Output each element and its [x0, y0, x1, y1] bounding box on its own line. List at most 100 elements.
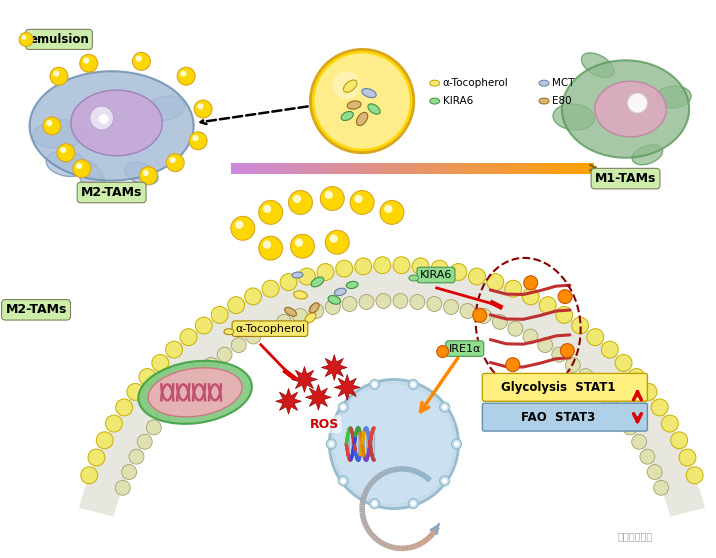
Bar: [359, 163, 362, 174]
Circle shape: [317, 263, 334, 281]
Circle shape: [508, 321, 523, 336]
Bar: [419, 163, 422, 174]
Ellipse shape: [539, 98, 549, 104]
Bar: [253, 163, 256, 174]
Circle shape: [376, 294, 391, 309]
Circle shape: [178, 68, 195, 85]
Bar: [445, 163, 448, 174]
Bar: [579, 163, 581, 174]
Ellipse shape: [310, 303, 319, 313]
Bar: [298, 163, 301, 174]
Circle shape: [615, 354, 632, 372]
Bar: [350, 163, 353, 174]
Bar: [376, 163, 379, 174]
Bar: [558, 163, 561, 174]
Ellipse shape: [334, 288, 346, 296]
Bar: [399, 163, 402, 174]
Circle shape: [601, 341, 619, 358]
Bar: [463, 163, 465, 174]
Circle shape: [332, 71, 360, 99]
Bar: [291, 163, 294, 174]
Bar: [544, 163, 547, 174]
Circle shape: [374, 257, 391, 273]
Ellipse shape: [347, 101, 361, 109]
Circle shape: [640, 449, 655, 464]
Polygon shape: [79, 265, 705, 517]
Bar: [488, 163, 490, 174]
Text: M2-TAMs: M2-TAMs: [6, 304, 67, 316]
Circle shape: [647, 465, 662, 479]
Circle shape: [410, 295, 425, 310]
Bar: [437, 163, 440, 174]
Circle shape: [19, 32, 33, 46]
Bar: [586, 163, 589, 174]
Bar: [240, 163, 243, 174]
Circle shape: [679, 449, 696, 466]
Bar: [361, 163, 364, 174]
Circle shape: [132, 52, 150, 70]
Circle shape: [454, 441, 459, 446]
Ellipse shape: [553, 104, 595, 130]
Bar: [325, 163, 328, 174]
Bar: [261, 163, 264, 174]
Circle shape: [354, 195, 363, 203]
Bar: [576, 163, 579, 174]
Bar: [569, 163, 572, 174]
Bar: [490, 163, 493, 174]
Bar: [511, 163, 514, 174]
Circle shape: [350, 190, 374, 214]
Bar: [538, 163, 541, 174]
Ellipse shape: [33, 120, 87, 148]
FancyBboxPatch shape: [483, 373, 647, 401]
Bar: [533, 163, 536, 174]
Circle shape: [280, 273, 297, 291]
Bar: [276, 163, 279, 174]
Bar: [484, 163, 487, 174]
Circle shape: [326, 439, 337, 449]
Circle shape: [142, 170, 149, 176]
Circle shape: [613, 406, 628, 421]
Bar: [483, 163, 485, 174]
Circle shape: [96, 432, 113, 449]
Circle shape: [263, 240, 271, 249]
Circle shape: [57, 144, 75, 162]
Circle shape: [325, 230, 349, 254]
Circle shape: [197, 103, 203, 109]
Polygon shape: [334, 374, 360, 400]
Bar: [251, 163, 253, 174]
Bar: [319, 163, 322, 174]
Bar: [428, 163, 431, 174]
Bar: [432, 163, 435, 174]
Ellipse shape: [344, 80, 357, 92]
Bar: [567, 163, 570, 174]
Circle shape: [412, 258, 429, 275]
Circle shape: [411, 501, 416, 506]
Bar: [417, 163, 420, 174]
Circle shape: [632, 434, 647, 449]
Bar: [566, 163, 569, 174]
Circle shape: [76, 163, 82, 169]
Bar: [524, 163, 527, 174]
Bar: [472, 163, 474, 174]
Bar: [470, 163, 473, 174]
Bar: [369, 163, 371, 174]
Bar: [370, 163, 373, 174]
Circle shape: [190, 369, 205, 383]
Circle shape: [99, 114, 109, 124]
Circle shape: [60, 147, 67, 153]
Circle shape: [291, 234, 314, 258]
Circle shape: [686, 467, 703, 484]
Ellipse shape: [305, 312, 316, 323]
Bar: [452, 163, 455, 174]
Bar: [415, 163, 418, 174]
Circle shape: [53, 70, 59, 76]
Bar: [435, 163, 438, 174]
Circle shape: [442, 478, 447, 483]
Circle shape: [83, 57, 90, 64]
Circle shape: [156, 406, 171, 421]
Bar: [571, 163, 574, 174]
Circle shape: [146, 420, 161, 435]
Bar: [307, 163, 310, 174]
Bar: [446, 163, 449, 174]
Circle shape: [217, 347, 232, 362]
